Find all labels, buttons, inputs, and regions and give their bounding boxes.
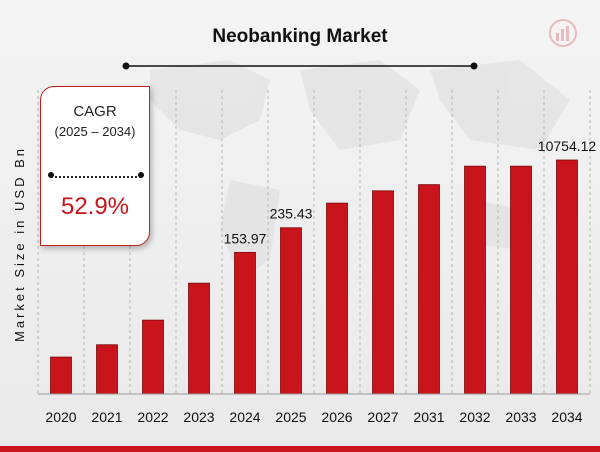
bar-2032	[464, 165, 486, 395]
x-tick-label: 2023	[183, 409, 214, 425]
bar-2021	[96, 344, 118, 395]
x-tick-label: 2033	[505, 409, 536, 425]
bar-2022	[142, 319, 164, 395]
bar-2034	[556, 159, 578, 395]
x-tick-label: 2022	[137, 409, 168, 425]
data-label: 153.97	[224, 230, 267, 246]
x-tick-label: 2031	[413, 409, 444, 425]
bar-2031	[418, 184, 440, 395]
x-tick-label: 2034	[551, 409, 582, 425]
data-label: 235.43	[270, 206, 313, 222]
chart-logo-icon	[548, 18, 578, 48]
data-label: 10754.12	[538, 138, 597, 154]
cagr-box: CAGR (2025 – 2034) 52.9%	[40, 86, 150, 246]
bar-2026	[326, 202, 348, 395]
cagr-divider-dot-left	[48, 172, 54, 178]
cagr-label: CAGR	[73, 103, 117, 120]
x-tick-labels: 2020 2021 2022 2023 2024 2025 2026 2027 2031 2032…	[45, 409, 582, 425]
cagr-value: 52.9%	[60, 193, 130, 220]
cagr-divider	[51, 176, 141, 178]
x-tick-label: 2020	[45, 409, 76, 425]
x-tick-label: 2026	[321, 409, 352, 425]
bar-2033	[510, 165, 532, 395]
cagr-divider-dot-right	[138, 172, 144, 178]
bar-2023	[188, 282, 210, 395]
bars	[50, 159, 578, 395]
x-tick-label: 2021	[91, 409, 122, 425]
bar-2025	[280, 227, 302, 395]
title-underline-dot-left	[122, 62, 130, 70]
bottom-accent-strip	[0, 446, 600, 452]
bar-2024	[234, 251, 256, 395]
bar-2020	[50, 356, 72, 395]
x-tick-label: 2032	[459, 409, 490, 425]
title-underline-dot-right	[470, 62, 478, 70]
x-tick-label: 2027	[367, 409, 398, 425]
chart-title: Neobanking Market	[212, 26, 388, 47]
x-tick-label: 2024	[229, 409, 260, 425]
cagr-period: (2025 – 2034)	[54, 124, 136, 139]
x-tick-label: 2025	[275, 409, 306, 425]
bar-2027	[372, 190, 394, 395]
y-axis-label: Market Size in USD Bn	[12, 146, 27, 342]
